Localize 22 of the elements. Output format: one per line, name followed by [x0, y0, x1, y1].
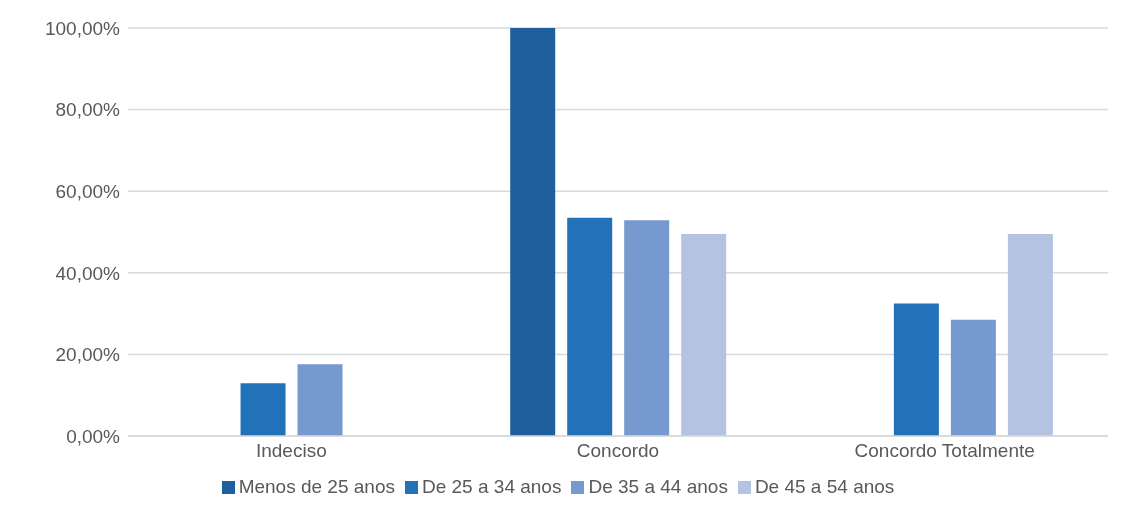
- bar: [681, 234, 727, 436]
- legend-label: De 35 a 44 anos: [588, 476, 728, 497]
- x-tick-label: Concordo: [576, 440, 660, 462]
- x-tick-label: Concordo Totalmente: [854, 440, 1035, 462]
- bar: [1007, 234, 1053, 436]
- x-tick-label: Indeciso: [255, 440, 327, 462]
- y-tick-label: 60,00%: [55, 180, 121, 202]
- bar: [893, 303, 939, 436]
- legend-label: De 25 a 34 anos: [421, 476, 562, 497]
- bar: [297, 364, 343, 436]
- y-tick-label: 80,00%: [55, 99, 121, 121]
- bar: [624, 220, 670, 436]
- legend-label: De 45 a 54 anos: [754, 476, 895, 497]
- bar: [240, 383, 286, 436]
- y-tick-label: 100,00%: [44, 17, 121, 39]
- bar: [567, 217, 613, 436]
- bar: [950, 319, 996, 436]
- y-tick-label: 0,00%: [66, 425, 121, 447]
- y-tick-label: 40,00%: [55, 262, 121, 284]
- y-tick-label: 20,00%: [55, 344, 121, 366]
- bar: [510, 28, 556, 436]
- legend-label: Menos de 25 anos: [238, 476, 395, 497]
